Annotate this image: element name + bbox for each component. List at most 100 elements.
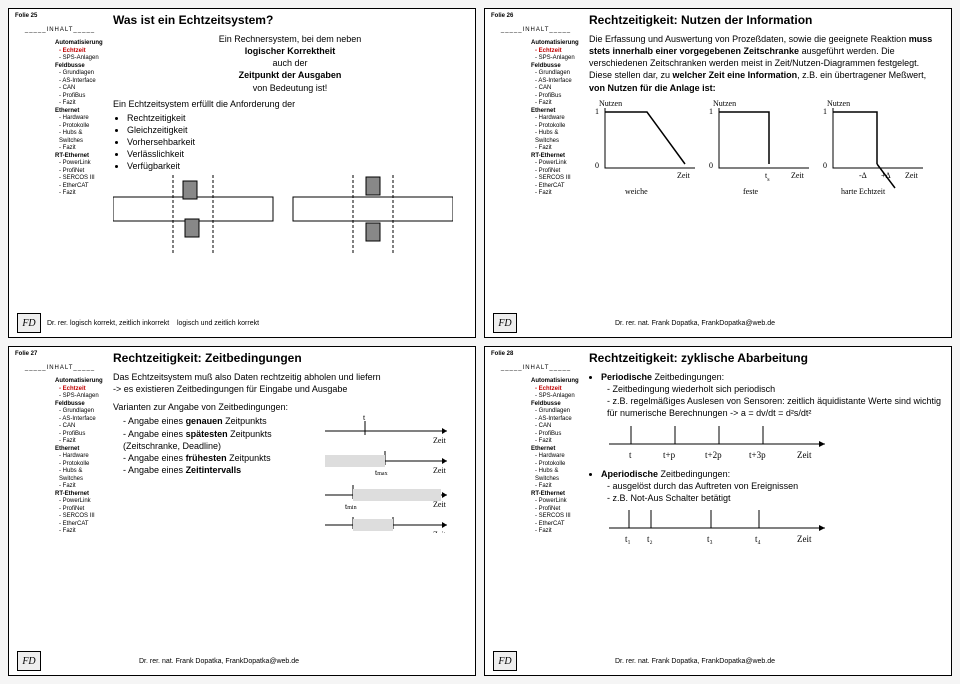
toc-item: - Echtzeit [55,386,105,394]
toc-item: - CAN [531,85,581,93]
toc-item: - ProfiNet [55,168,105,176]
toc-item: - ProfiBus [55,93,105,101]
svg-text:Zeit: Zeit [797,534,812,544]
toc-item: - Fazit [531,190,581,198]
toc-item: - Echtzeit [531,48,581,56]
svg-text:Nutzen: Nutzen [599,99,622,108]
toc: Automatisierung- Echtzeit- SPS-AnlagenFe… [491,378,581,536]
toc-item: Automatisierung [531,40,581,48]
inhalt-label: _____INHALT_____ [15,27,105,35]
toc-item: - SERCOS III [55,175,105,183]
toc-item: - AS-Interface [531,416,581,424]
svg-text:harte Echtzeit: harte Echtzeit [841,187,886,194]
toc-item: - Hubs & Switches [55,130,105,145]
slide-title: Rechtzeitigkeit: zyklische Abarbeitung [589,351,943,365]
toc-item: - Fazit [55,483,105,491]
slide-27: Folie 27 _____INHALT_____ Automatisierun… [8,346,476,676]
inhalt-label: _____INHALT_____ [491,27,581,35]
toc-item: - SERCOS III [531,513,581,521]
svg-text:Zeit: Zeit [905,171,919,180]
toc-item: - Protokolle [55,123,105,131]
list-item: Vorhersehbarkeit [127,136,467,148]
slide-body: Ein Rechnersystem, bei dem nebenlogische… [113,33,467,253]
slide-number: Folie 25 [15,13,105,21]
list-item: Gleichzeitigkeit [127,124,467,136]
slide-body: Periodische Zeitbedingungen: - Zeitbedin… [589,371,943,546]
svg-text:1: 1 [823,107,827,116]
toc-item: Automatisierung [531,378,581,386]
svg-text:Nutzen: Nutzen [713,99,736,108]
slide-title: Rechtzeitigkeit: Nutzen der Information [589,13,943,27]
slide-body: Das Echtzeitsystem muß also Daten rechtz… [113,371,467,533]
toc-item: - ProfiNet [531,506,581,514]
toc-item: - Fazit [531,100,581,108]
toc-item: Ethernet [55,108,105,116]
svg-text:Zeit: Zeit [791,171,805,180]
toc-item: - PowerLink [531,498,581,506]
logo: FD [493,313,517,333]
toc-item: - Protokolle [55,461,105,469]
toc-item: - Hardware [531,453,581,461]
svg-text:t₃: t₃ [707,534,713,544]
logo: FD [493,651,517,671]
list-item: Verlässlichkeit [127,148,467,160]
svg-text:t: t [363,413,366,422]
svg-text:t+3p: t+3p [749,450,766,460]
svg-text:+Δ: +Δ [881,171,891,180]
svg-text:Zeit: Zeit [797,450,812,460]
svg-text:Nutzen: Nutzen [827,99,850,108]
svg-text:1: 1 [595,107,599,116]
toc-item: - CAN [531,423,581,431]
toc-item: - EtherCAT [55,183,105,191]
toc-item: Feldbusse [531,401,581,409]
toc-item: - ProfiNet [55,506,105,514]
toc-item: - Fazit [55,190,105,198]
toc-item: - Fazit [55,145,105,153]
toc-item: - Fazit [531,483,581,491]
list-item: - Angabe eines genauen Zeitpunkts [123,415,317,427]
toc-item: Automatisierung [55,378,105,386]
toc-item: - Fazit [55,100,105,108]
svg-text:feste: feste [743,187,759,194]
toc-item: - CAN [55,423,105,431]
toc-item: - ProfiBus [531,93,581,101]
toc-item: Feldbusse [531,63,581,71]
author: Dr. rer. nat. Frank Dopatka, FrankDopatk… [139,658,299,665]
toc-item: - ProfiNet [531,168,581,176]
toc-item: Feldbusse [55,401,105,409]
toc-item: RT-Ethernet [531,491,581,499]
toc-item: - Echtzeit [55,48,105,56]
slide-26: Folie 26 _____INHALT_____ Automatisierun… [484,8,952,338]
author: Dr. rer. nat. Frank Dopatka, FrankDopatk… [615,320,775,327]
author: Dr. rer. nat. Frank Dopatka, FrankDopatk… [615,658,775,665]
toc-item: RT-Ethernet [55,153,105,161]
toc: Automatisierung- Echtzeit- SPS-AnlagenFe… [15,378,105,536]
toc-item: - Fazit [55,528,105,536]
svg-text:Zeit: Zeit [677,171,691,180]
svg-text:t₂: t₂ [647,534,653,544]
svg-text:t+p: t+p [663,450,676,460]
toc-item: - Fazit [531,528,581,536]
toc-item: - Fazit [531,438,581,446]
toc-item: - Hardware [531,115,581,123]
list-item: - Angabe eines frühesten Zeitpunkts [123,452,317,464]
sidebar: Folie 26 _____INHALT_____ Automatisierun… [485,9,585,311]
svg-text:t₁: t₁ [625,534,631,544]
logo: FD [17,313,41,333]
toc-item: - SERCOS III [531,175,581,183]
aperiodic-timeline: t₁t₂t₃t₄Zeit [601,504,841,546]
svg-text:Zeit: Zeit [433,436,447,445]
inhalt-label: _____INHALT_____ [491,365,581,373]
list-item: - Angabe eines Zeitintervalls [123,464,317,476]
intersection-diagram [113,175,453,253]
list-item: - Angabe eines spätesten Zeitpunkts (Zei… [123,428,317,452]
toc-item: - EtherCAT [531,521,581,529]
slide-body: Die Erfassung und Auswertung von Prozeßd… [589,33,943,194]
toc-item: - PowerLink [531,160,581,168]
toc-item: - Hubs & Switches [55,468,105,483]
toc: Automatisierung- Echtzeit- SPS-AnlagenFe… [15,40,105,198]
toc-item: - Protokolle [531,461,581,469]
toc-item: - ProfiBus [531,431,581,439]
svg-text:Zeit: Zeit [433,466,447,475]
toc-item: - SPS-Anlagen [531,393,581,401]
